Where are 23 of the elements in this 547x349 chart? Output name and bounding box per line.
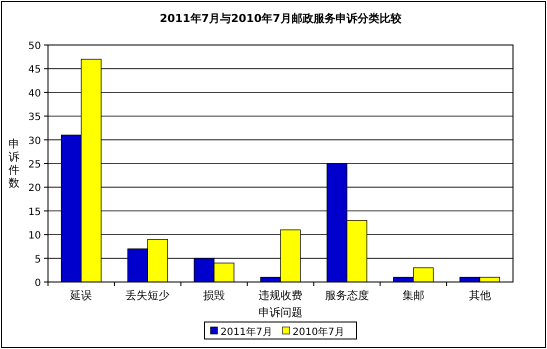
x-tick-label: 损毁 (203, 289, 226, 302)
x-axis-title: 申诉问题 (258, 306, 302, 319)
x-tick-label: 违规收费 (258, 289, 302, 302)
y-tick-label: 40 (28, 88, 41, 100)
y-tick-label: 0 (34, 278, 41, 289)
x-tick-label: 丢失短少 (126, 289, 170, 302)
x-tick-label: 集邮 (402, 289, 424, 302)
y-tick-label: 20 (28, 183, 41, 194)
y-tick-label: 25 (28, 160, 41, 170)
y-tick-label: 50 (28, 41, 41, 52)
chart-title: 2011年7月与2010年7月邮政服务申诉分类比较 (160, 12, 402, 25)
y-tick-label: 35 (28, 112, 41, 124)
x-tick-label: 延误 (69, 289, 92, 302)
y-axis-title: 申诉件数 (8, 138, 20, 190)
y-tick-label: 5 (34, 254, 41, 266)
legend-label: 2011年7月 (220, 326, 272, 338)
y-tick-label: 45 (28, 64, 41, 76)
legend-label: 2010年7月 (292, 326, 344, 338)
x-tick-label: 其他 (468, 289, 491, 302)
y-tick-label: 30 (28, 136, 41, 147)
x-tick-label: 服务态度 (324, 289, 369, 302)
y-tick-label: 15 (28, 206, 41, 218)
y-tick-label: 10 (28, 230, 41, 242)
